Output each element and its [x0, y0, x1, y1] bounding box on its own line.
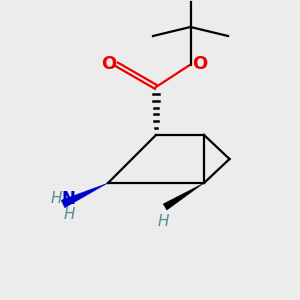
Text: H: H [158, 214, 169, 229]
Polygon shape [163, 183, 204, 210]
Polygon shape [61, 183, 108, 208]
Text: O: O [193, 55, 208, 73]
Text: H: H [51, 191, 62, 206]
Text: N: N [61, 190, 75, 208]
Text: O: O [101, 55, 116, 73]
Text: H: H [63, 207, 75, 222]
